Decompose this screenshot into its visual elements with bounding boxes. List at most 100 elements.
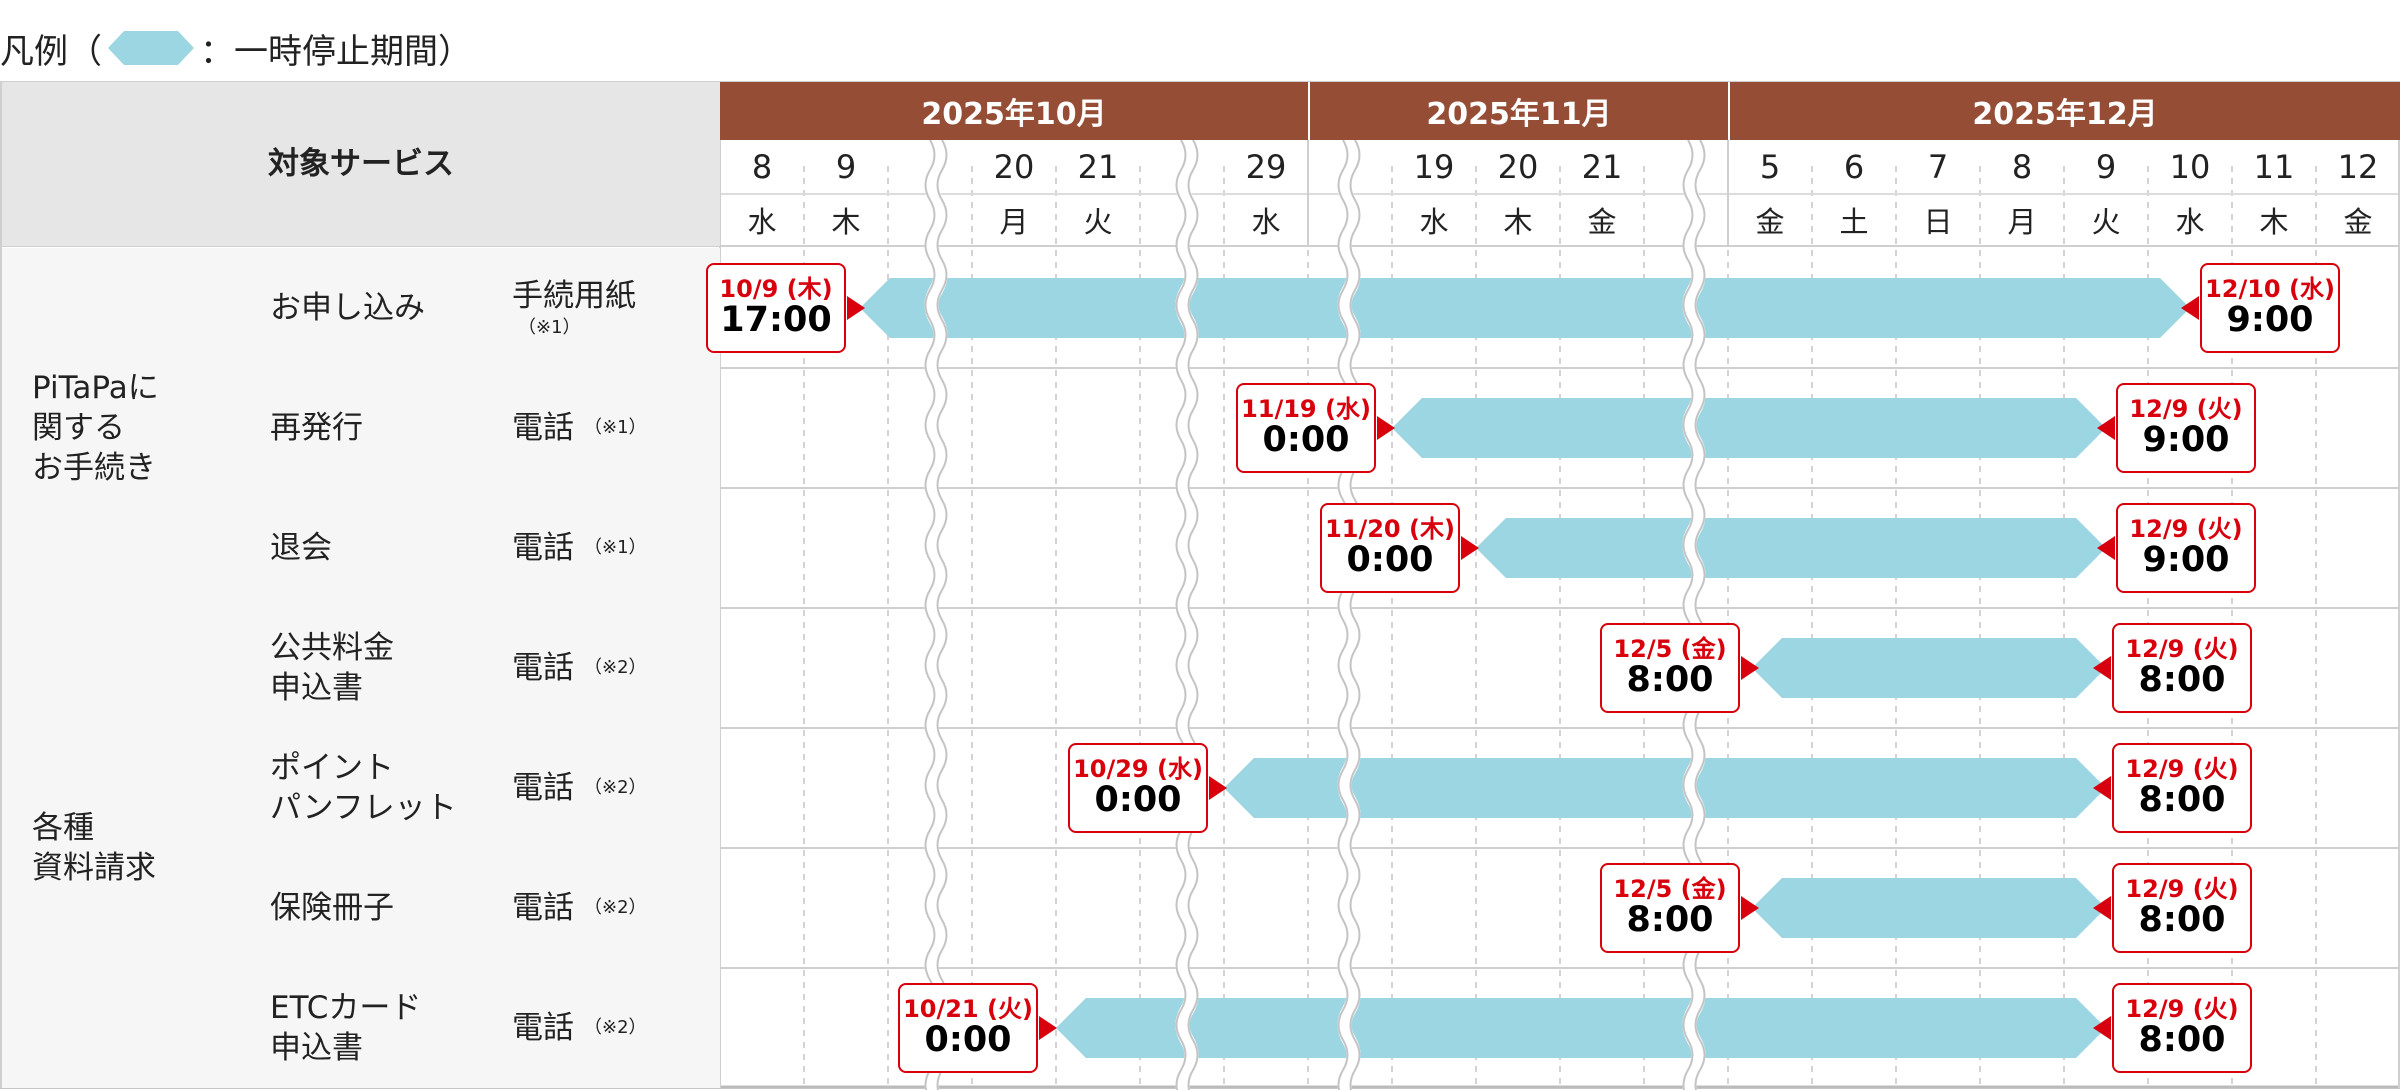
start-marker-icon <box>1039 1016 1057 1040</box>
suspension-bar <box>1392 398 2106 458</box>
end-marker-icon <box>2181 296 2199 320</box>
month-header: 2025年11月 <box>1308 82 1728 140</box>
method-cell-bg <box>480 848 720 968</box>
service-name: 公共料金 申込書 <box>270 629 394 706</box>
suspension-bar <box>1752 878 2106 938</box>
weekday: 月 <box>2007 205 2037 239</box>
label-time: 0:00 <box>1094 780 1182 821</box>
method-label: 電話 <box>512 649 574 686</box>
label-time: 0:00 <box>1346 540 1434 581</box>
end-marker-icon <box>2097 416 2115 440</box>
label-time: 9:00 <box>2142 540 2230 581</box>
break-line-edge <box>1349 139 1361 1090</box>
method-label: 電話 <box>512 889 574 926</box>
break-line-edge <box>924 139 936 1090</box>
weekday: 金 <box>1587 205 1617 239</box>
service-name: 再発行 <box>270 409 363 446</box>
label-date: 11/19 (水) <box>1241 395 1371 424</box>
end-label: 12/9 (火) 8:00 <box>2112 623 2252 713</box>
start-label: 10/9 (木) 17:00 <box>706 263 846 353</box>
service-cell-bg <box>240 248 480 368</box>
method-label: 電話 <box>512 409 574 446</box>
label-time: 8:00 <box>2138 900 2226 941</box>
start-label: 11/19 (水) 0:00 <box>1236 383 1376 473</box>
weekday: 金 <box>2343 205 2373 239</box>
service-name: 保険冊子 <box>270 889 394 926</box>
suspension-bar <box>1224 758 2106 818</box>
end-marker-icon <box>2093 1016 2111 1040</box>
weekday <box>1308 194 1392 246</box>
suspension-bar <box>1476 518 2106 578</box>
method-note: （※2） <box>584 657 647 679</box>
weekday: 水 <box>1251 205 1281 239</box>
weekday: 火 <box>2091 205 2121 239</box>
contact-method: 電話 （※2） <box>512 968 712 1088</box>
service-name: 退会 <box>270 529 332 566</box>
break-line-fill <box>924 136 948 1090</box>
method-cell-bg <box>480 608 720 728</box>
label-time: 9:00 <box>2226 300 2314 341</box>
day-number: 11 <box>2253 148 2295 186</box>
service-cell-bg <box>240 848 480 968</box>
weekday: 月 <box>999 205 1029 239</box>
contact-method: 手続用紙 （※1） <box>512 248 712 368</box>
target-service-header: 対象サービス <box>2 82 720 246</box>
break-line-edge <box>1337 139 1349 1090</box>
start-label: 10/21 (火) 0:00 <box>898 983 1038 1073</box>
month-label: 2025年12月 <box>1972 97 2158 132</box>
weekday: 水 <box>2175 205 2205 239</box>
label-date: 12/9 (火) <box>2125 635 2239 664</box>
start-marker-icon <box>1741 896 1759 920</box>
group-label: 各種 資料請求 <box>32 809 156 886</box>
day-number: 6 <box>1843 148 1865 186</box>
method-cell-bg <box>480 968 720 1088</box>
legend: 凡例（ ：一時停止期間） <box>0 22 472 74</box>
method-label: 電話 <box>512 769 574 806</box>
day-number <box>1140 140 1224 194</box>
break-line-edge <box>936 139 948 1090</box>
method-note: （※2） <box>584 1017 647 1039</box>
service-name: お申し込み <box>270 289 425 326</box>
weekday: 日 <box>1923 205 1953 239</box>
method-label: 手続用紙 <box>512 278 636 315</box>
break-line-fill <box>1337 136 1361 1090</box>
day-number: 20 <box>1497 148 1539 186</box>
label-date: 12/9 (火) <box>2125 995 2239 1024</box>
label-date: 12/9 (火) <box>2129 515 2243 544</box>
end-marker-icon <box>2097 536 2115 560</box>
day-number: 5 <box>1759 148 1781 186</box>
end-marker-icon <box>2093 776 2111 800</box>
start-label: 10/29 (水) 0:00 <box>1068 743 1208 833</box>
month-header: 2025年10月 <box>720 82 1308 140</box>
label-date: 12/5 (金) <box>1613 875 1727 904</box>
label-time: 8:00 <box>2138 660 2226 701</box>
label-time: 8:00 <box>2138 780 2226 821</box>
start-marker-icon <box>1209 776 1227 800</box>
label-time: 17:00 <box>720 300 832 341</box>
target-service-header-label: 対象サービス <box>268 145 454 182</box>
break-line-fill <box>1175 136 1199 1090</box>
start-label: 11/20 (木) 0:00 <box>1320 503 1460 593</box>
weekday: 火 <box>1083 205 1113 239</box>
group-label: PiTaPaに 関する お手続き <box>32 369 159 487</box>
day-number: 21 <box>1077 148 1119 186</box>
method-cell-bg <box>480 248 720 368</box>
service-cell-bg <box>240 368 480 488</box>
day-number: 7 <box>1927 148 1949 186</box>
start-label: 12/5 (金) 8:00 <box>1600 623 1740 713</box>
month-header: 2025年12月 <box>1728 82 2400 140</box>
start-marker-icon <box>1741 656 1759 680</box>
day-number <box>1308 140 1392 194</box>
method-cell-bg <box>480 488 720 608</box>
method-note: （※2） <box>584 777 647 799</box>
method-label: 電話 <box>512 1009 574 1046</box>
day-number: 20 <box>993 148 1035 186</box>
method-note: （※1） <box>584 417 647 439</box>
service-name: ポイント パンフレット <box>270 749 457 826</box>
end-label: 12/10 (水) 9:00 <box>2200 263 2340 353</box>
weekday: 土 <box>1839 205 1869 239</box>
label-time: 8:00 <box>1626 900 1714 941</box>
method-note: （※1） <box>518 317 581 339</box>
day-number: 9 <box>835 148 857 186</box>
label-date: 12/10 (水) <box>2205 275 2335 304</box>
